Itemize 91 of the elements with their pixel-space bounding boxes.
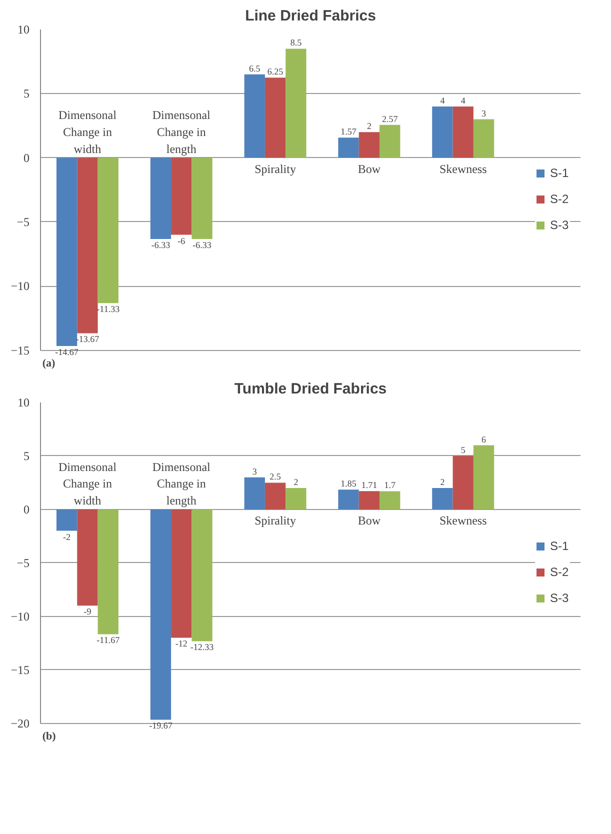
bar	[380, 124, 400, 158]
bar	[432, 106, 453, 158]
bar	[338, 490, 359, 510]
bar	[244, 74, 265, 158]
x-tick-label: Dimensonal Change in length	[152, 108, 212, 156]
bar	[473, 445, 494, 510]
data-label: -12	[175, 638, 188, 649]
bar	[56, 158, 78, 346]
y-tick-label: −20	[10, 716, 30, 730]
data-label: -11.67	[96, 635, 120, 646]
legend-label: S-2	[550, 565, 570, 579]
data-label: 1.57	[340, 126, 357, 137]
data-label: 1.7	[384, 480, 396, 490]
x-tick-label: Dimensonal Change in length	[152, 460, 212, 508]
bar	[452, 456, 474, 510]
y-tick-label: 5	[24, 448, 30, 463]
y-tick-label: 0	[24, 150, 30, 165]
data-label: -6.33	[151, 240, 171, 250]
data-label: 1.85	[340, 478, 357, 489]
bar	[98, 509, 118, 634]
data-label: 4	[440, 95, 446, 106]
legend-label: S-2	[550, 192, 570, 206]
data-label: -14.67	[55, 347, 79, 358]
y-tick-label: 5	[24, 86, 30, 101]
data-label: 5	[460, 444, 466, 455]
text: (b)	[42, 730, 56, 742]
data-label: 2	[366, 121, 372, 132]
bar	[77, 509, 98, 606]
bar	[244, 477, 265, 510]
bar	[286, 488, 306, 510]
bar	[150, 509, 172, 720]
data-label: -9	[84, 606, 92, 617]
x-tick-label: Bow	[358, 162, 381, 176]
bar	[264, 482, 286, 510]
data-label: 3	[252, 466, 258, 476]
data-label: 2	[440, 477, 445, 488]
bar	[380, 491, 400, 510]
data-label: -19.67	[149, 720, 173, 731]
bar	[432, 488, 453, 510]
bar	[56, 509, 78, 531]
y-tick-label: −10	[10, 609, 30, 624]
data-label: 6	[482, 434, 487, 444]
data-label: 8.5	[290, 38, 302, 48]
data-label: 4	[460, 95, 466, 106]
bar	[264, 78, 286, 158]
data-label: 1.71	[361, 480, 378, 490]
bar	[171, 158, 192, 235]
bar	[473, 119, 494, 158]
legend-label: S-3	[550, 591, 570, 605]
bar	[150, 158, 172, 240]
data-label: 2.57	[382, 114, 398, 124]
x-tick-label: Dimensonal Change in width	[58, 460, 118, 508]
y-tick-label: 10	[18, 396, 30, 410]
bar	[192, 158, 212, 240]
bar	[338, 138, 359, 158]
data-label: 6.25	[267, 66, 284, 77]
bar	[77, 158, 98, 334]
bar	[452, 106, 474, 158]
data-label: -6.33	[192, 240, 212, 250]
x-tick-label: Bow	[358, 513, 381, 528]
data-label: -12.33	[190, 642, 214, 652]
x-tick-label: Spirality	[254, 162, 296, 176]
bar	[286, 48, 306, 158]
data-label: 3	[482, 108, 487, 118]
chart-title: Line Dried Fabrics	[245, 8, 376, 24]
text: (a)	[42, 358, 56, 370]
y-tick-label: −10	[10, 279, 30, 294]
bar	[358, 132, 380, 158]
y-tick-label: 10	[18, 22, 30, 36]
x-tick-label: Spirality	[254, 513, 296, 528]
y-tick-label: −5	[16, 556, 30, 570]
chart-title: Tumble Dried Fabrics	[234, 380, 387, 398]
bar	[98, 158, 118, 304]
y-tick-label: −15	[10, 343, 30, 358]
bar	[358, 491, 380, 510]
y-tick-label: −15	[10, 662, 30, 677]
bar	[171, 509, 192, 638]
x-tick-label: Dimensonal Change in width	[58, 108, 118, 156]
legend-label: S-3	[550, 218, 570, 232]
data-label: -6	[178, 236, 186, 246]
data-label: -2	[63, 532, 71, 542]
bar	[192, 509, 212, 642]
data-label: 2.5	[270, 472, 282, 482]
y-tick-label: −5	[16, 214, 30, 229]
legend-label: S-1	[550, 166, 570, 180]
data-label: 2	[294, 477, 298, 488]
x-tick-label: Skewness	[439, 162, 488, 176]
x-tick-label: Skewness	[439, 513, 488, 528]
legend-label: S-1	[550, 539, 570, 553]
y-tick-label: 0	[24, 502, 30, 516]
data-label: 6.5	[248, 63, 261, 74]
